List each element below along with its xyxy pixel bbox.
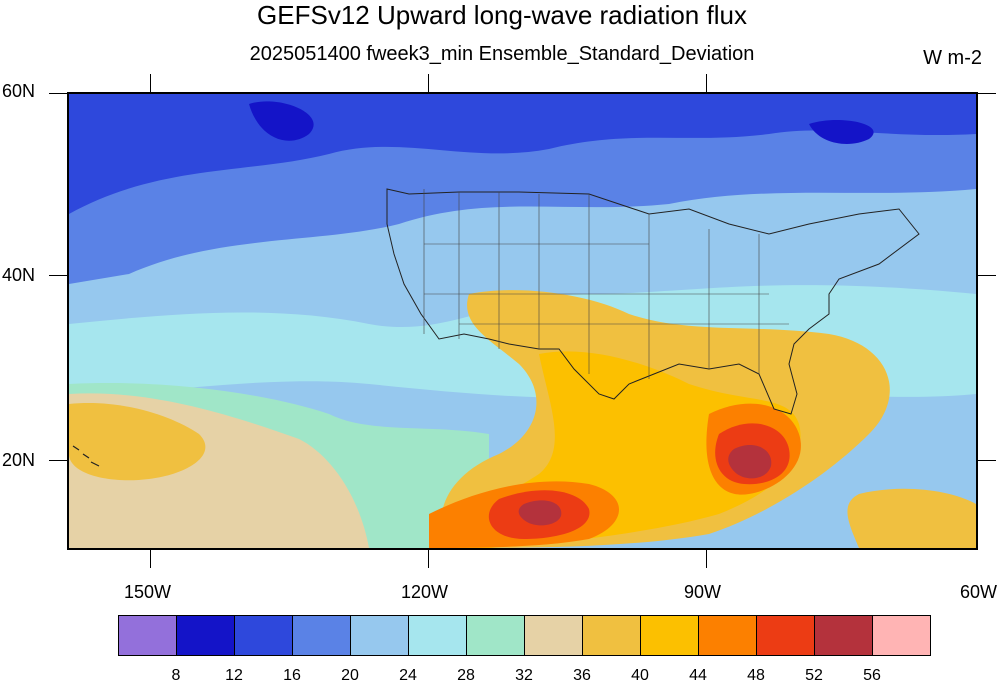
map-subtitle: 2025051400 fweek3_min Ensemble_Standard_… [249, 43, 755, 65]
tick-right-60n [978, 93, 996, 94]
colorbar-swatch [582, 615, 641, 656]
tick-top-90w [706, 74, 707, 92]
lon-label-60w: 60W [960, 582, 998, 602]
colorbar-swatch [524, 615, 583, 656]
tick-left-20n [49, 460, 67, 461]
colorbar-swatch [292, 615, 351, 656]
colorbar-level-label: 40 [631, 667, 649, 684]
coastlines [72, 188, 920, 467]
colorbar-level-label: 32 [515, 667, 533, 684]
colorbar-level-label: 52 [805, 667, 823, 684]
colorbar-level-label: 16 [283, 667, 301, 684]
colorbar [118, 615, 931, 658]
tick-left-40n [49, 275, 67, 276]
field-band-40a [69, 403, 206, 481]
colorbar-level-label: 56 [863, 667, 881, 684]
field-band-12 [249, 101, 314, 141]
field-band-40c [847, 488, 976, 548]
units-label: W m-2 [923, 47, 982, 69]
lat-label-20n: 20N [2, 450, 36, 470]
tick-bottom-90w [706, 550, 707, 568]
tick-top-120w [428, 74, 429, 92]
colorbar-swatch [408, 615, 467, 656]
lon-label-120w: 120W [401, 582, 449, 602]
colorbar-level-label: 44 [689, 667, 707, 684]
colorbar-level-label: 20 [341, 667, 359, 684]
hawaii-islands [72, 445, 100, 467]
tick-left-60n [49, 93, 67, 94]
colorbar-swatch [350, 615, 409, 656]
tick-top-150w [150, 74, 151, 92]
colorbar-level-label: 28 [457, 667, 475, 684]
colorbar-level-label: 24 [399, 667, 417, 684]
colorbar-swatch [176, 615, 235, 656]
tick-right-20n [978, 460, 996, 461]
field-map [69, 94, 976, 548]
colorbar-swatch [872, 615, 931, 656]
colorbar-swatch [756, 615, 815, 656]
map-plot [67, 92, 978, 550]
lon-label-150w: 150W [124, 582, 172, 602]
colorbar-swatch [814, 615, 873, 656]
tick-bottom-120w [428, 550, 429, 568]
colorbar-swatch [466, 615, 525, 656]
colorbar-level-label: 8 [171, 667, 181, 684]
tick-bottom-150w [150, 550, 151, 568]
lat-label-40n: 40N [2, 265, 36, 285]
us-outline [386, 188, 920, 415]
lon-label-90w: 90W [684, 582, 722, 602]
lat-label-60n: 60N [2, 81, 36, 101]
map-title: GEFSv12 Upward long-wave radiation flux [257, 0, 747, 30]
field-band-56a [728, 445, 772, 479]
tick-right-40n [978, 275, 996, 276]
colorbar-level-label: 12 [225, 667, 243, 684]
colorbar-level-label: 36 [573, 667, 591, 684]
colorbar-swatch [640, 615, 699, 656]
colorbar-level-label: 48 [747, 667, 765, 684]
colorbar-swatch [118, 615, 177, 656]
state-lines [423, 189, 789, 379]
colorbar-swatch [698, 615, 757, 656]
field-band-12b [809, 119, 874, 144]
colorbar-swatch [234, 615, 293, 656]
field-band-56b [518, 500, 562, 526]
